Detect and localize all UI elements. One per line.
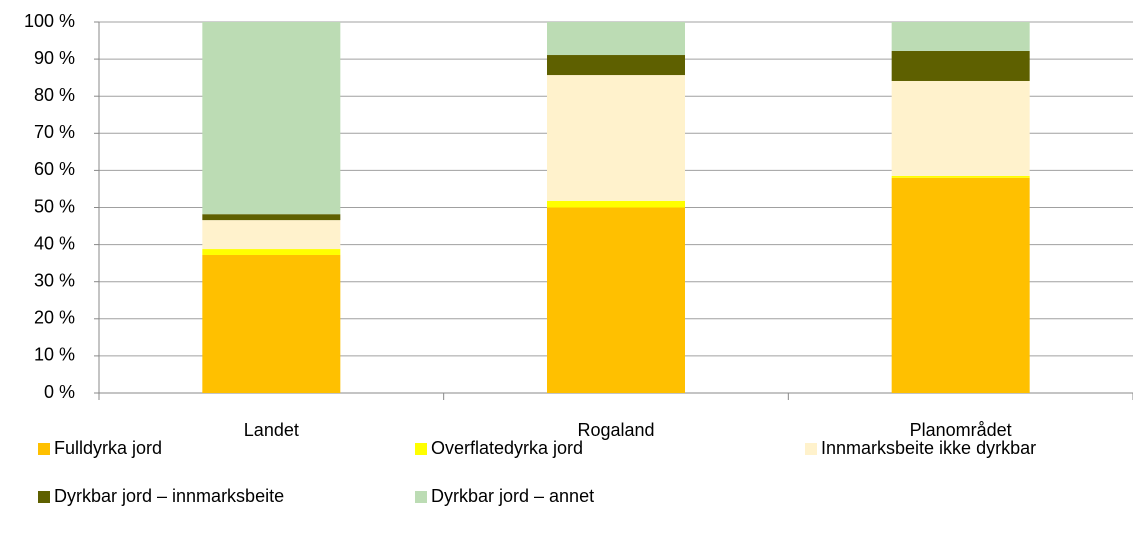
y-tick-label: 30 % xyxy=(34,270,75,290)
bar-segment xyxy=(891,175,1030,178)
x-tick-label: Landet xyxy=(244,420,299,440)
legend-swatch xyxy=(415,491,427,503)
y-tick-label: 50 % xyxy=(34,196,75,216)
legend-label: Overflatedyrka jord xyxy=(431,438,583,458)
bar-segment xyxy=(547,75,685,201)
bar-segment xyxy=(547,22,685,56)
bar-segment xyxy=(891,80,1030,176)
bar-segment xyxy=(547,207,685,393)
bar-segment xyxy=(891,50,1030,81)
y-tick-label: 70 % xyxy=(34,122,75,142)
bar-segment xyxy=(202,254,341,393)
x-tick-label: Planområdet xyxy=(910,420,1012,440)
bar-segment xyxy=(202,220,341,250)
bar-segment xyxy=(891,177,1030,393)
legend-swatch xyxy=(38,491,50,503)
bar-segment xyxy=(202,22,341,215)
bar-segment xyxy=(547,200,685,208)
y-tick-label: 0 % xyxy=(44,382,75,402)
legend-swatch xyxy=(38,443,50,455)
y-tick-label: 10 % xyxy=(34,345,75,365)
y-tick-label: 80 % xyxy=(34,85,75,105)
bar-segment xyxy=(202,249,341,255)
y-tick-label: 90 % xyxy=(34,48,75,68)
y-tick-label: 40 % xyxy=(34,233,75,253)
y-tick-label: 20 % xyxy=(34,308,75,328)
bar-segment xyxy=(891,22,1030,51)
legend-swatch xyxy=(805,443,817,455)
legend-swatch xyxy=(415,443,427,455)
legend-label: Fulldyrka jord xyxy=(54,438,162,458)
legend-label: Innmarksbeite ikke dyrkbar xyxy=(821,438,1036,458)
y-tick-label: 60 % xyxy=(34,159,75,179)
x-tick-label: Rogaland xyxy=(577,420,654,440)
legend-label: Dyrkbar jord – annet xyxy=(431,486,594,506)
bar-segment xyxy=(547,55,685,76)
legend-label: Dyrkbar jord – innmarksbeite xyxy=(54,486,284,506)
bar-segment xyxy=(202,214,341,221)
y-tick-label: 100 % xyxy=(24,11,75,31)
